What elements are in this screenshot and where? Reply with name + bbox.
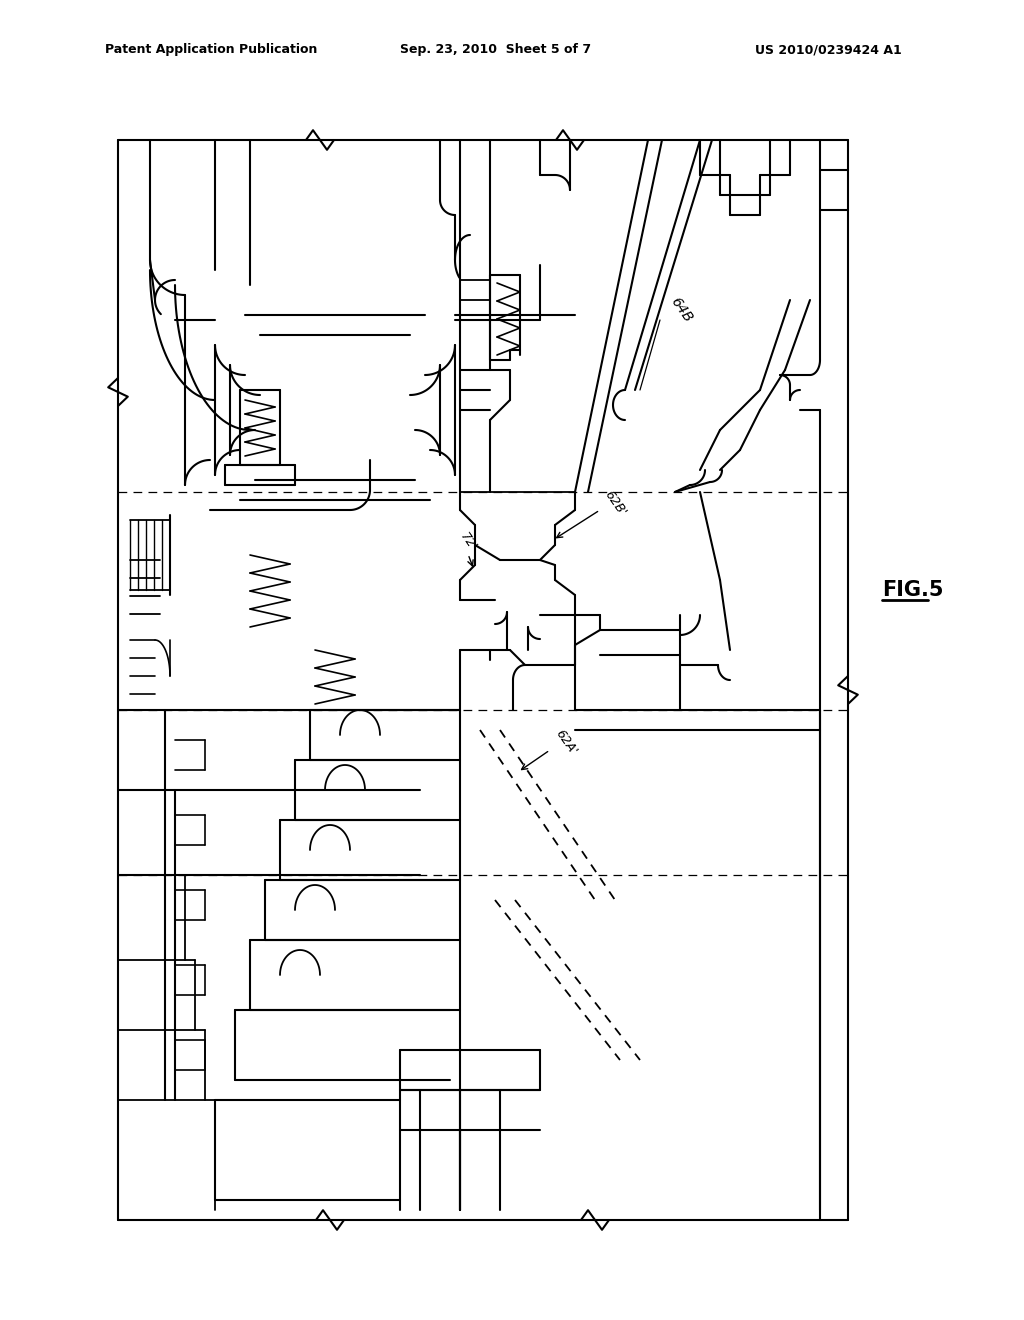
- Text: Patent Application Publication: Patent Application Publication: [105, 44, 317, 57]
- Text: 64B: 64B: [668, 294, 695, 325]
- Text: Sep. 23, 2010  Sheet 5 of 7: Sep. 23, 2010 Sheet 5 of 7: [400, 44, 591, 57]
- Text: FIG.5: FIG.5: [882, 579, 943, 601]
- Text: US 2010/0239424 A1: US 2010/0239424 A1: [755, 44, 902, 57]
- Text: 72': 72': [457, 531, 479, 553]
- Text: 62B': 62B': [602, 488, 629, 519]
- Text: 62A': 62A': [553, 727, 580, 758]
